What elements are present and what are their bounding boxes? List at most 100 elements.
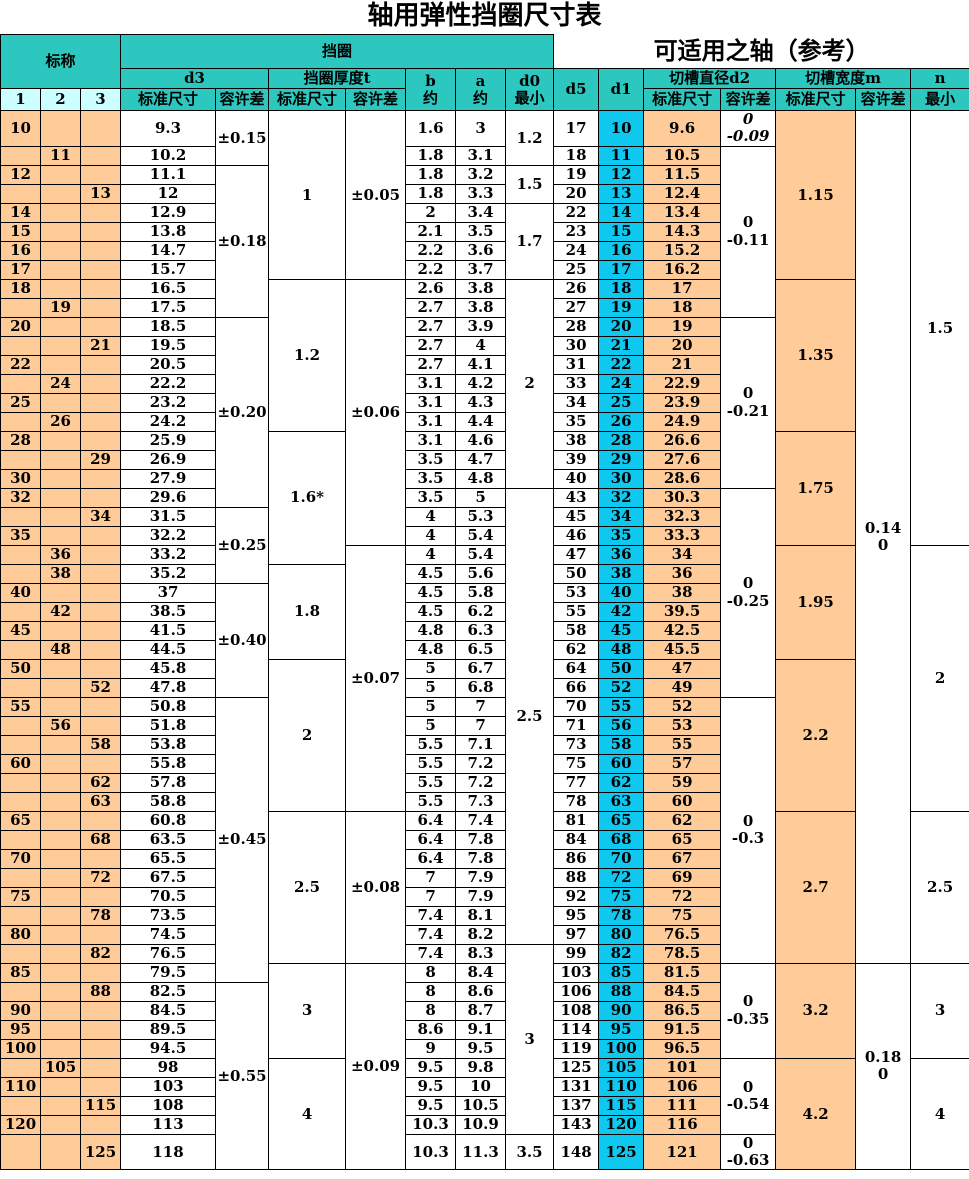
cell-d2: 39.5 bbox=[643, 601, 722, 622]
table-row: 120 113 10.3 10.9 143 120 116 bbox=[0, 1114, 969, 1135]
nominal-cell-3 bbox=[79, 886, 122, 907]
cell-m: 1.75 bbox=[775, 430, 857, 546]
table-header: 标称 挡圈 可适用之轴（参考） d3 挡圈厚度t b 约 a 约 d0 最小 d… bbox=[0, 34, 969, 111]
cell-d5: 17 bbox=[553, 110, 600, 147]
cell-a: 10.5 bbox=[455, 1095, 507, 1116]
cell-d2: 65 bbox=[643, 829, 722, 850]
nominal-cell-3 bbox=[79, 1057, 122, 1078]
nominal-cell-2 bbox=[40, 335, 81, 356]
cell-b: 3.1 bbox=[405, 411, 457, 432]
cell-d3: 65.5 bbox=[120, 848, 217, 869]
nominal-cell-3: 88 bbox=[79, 981, 122, 1002]
cell-d5: 31 bbox=[553, 354, 600, 375]
cell-d2: 16.2 bbox=[643, 259, 722, 280]
cell-d2tol: 0 -0.35 bbox=[720, 962, 777, 1059]
cell-d1: 19 bbox=[598, 297, 645, 318]
cell-d5: 131 bbox=[553, 1076, 600, 1097]
cell-d1: 55 bbox=[598, 696, 645, 717]
header-m-std: 标准尺寸 bbox=[775, 88, 857, 111]
cell-d2tol: 0 -0.11 bbox=[720, 145, 777, 318]
cell-d3: 82.5 bbox=[120, 981, 217, 1002]
cell-d1: 24 bbox=[598, 373, 645, 394]
nominal-cell-1: 12 bbox=[0, 164, 41, 185]
table-row: 88 82.5 ±0.55 8 8.6 106 88 84.5 bbox=[0, 981, 969, 1170]
cell-b: 2.6 bbox=[405, 278, 457, 299]
cell-d2: 33.3 bbox=[643, 525, 722, 546]
nominal-cell-3: 63 bbox=[79, 791, 122, 812]
table-row: 35 32.2 4 5.4 46 35 33.3 bbox=[0, 525, 969, 546]
header-t-tol: 容许差 bbox=[345, 88, 407, 111]
cell-d5: 24 bbox=[553, 240, 600, 261]
cell-d3: 33.2 bbox=[120, 544, 217, 565]
nominal-cell-2 bbox=[40, 449, 81, 470]
nominal-cell-1: 15 bbox=[0, 221, 41, 242]
cell-d1: 82 bbox=[598, 943, 645, 964]
table-row: 63 58.8 5.5 7.3 78 63 60 bbox=[0, 791, 969, 812]
cell-m: 2.2 bbox=[775, 658, 857, 812]
cell-d3: 73.5 bbox=[120, 905, 217, 926]
nominal-cell-1 bbox=[0, 1133, 41, 1170]
cell-t: 3 bbox=[268, 962, 347, 1059]
cell-d3tol: ±0.55 bbox=[215, 981, 270, 1170]
cell-b: 8 bbox=[405, 962, 457, 983]
cell-mtol: 0.14 0 bbox=[855, 110, 912, 964]
cell-d5: 55 bbox=[553, 601, 600, 622]
cell-d1: 18 bbox=[598, 278, 645, 299]
nominal-cell-3 bbox=[79, 392, 122, 413]
cell-a: 7.8 bbox=[455, 848, 507, 869]
cell-d3: 10.2 bbox=[120, 145, 217, 166]
nominal-cell-1 bbox=[0, 297, 41, 318]
nominal-cell-2: 42 bbox=[40, 601, 81, 622]
cell-d1: 34 bbox=[598, 506, 645, 527]
cell-d3: 103 bbox=[120, 1076, 217, 1097]
cell-b: 4 bbox=[405, 525, 457, 546]
cell-a: 5 bbox=[455, 487, 507, 508]
nominal-cell-2 bbox=[40, 468, 81, 489]
cell-b: 5.5 bbox=[405, 791, 457, 812]
table-row: 25 23.2 3.1 4.3 34 25 23.9 bbox=[0, 392, 969, 413]
cell-a: 8.6 bbox=[455, 981, 507, 1002]
nominal-cell-2 bbox=[40, 487, 81, 508]
cell-d3: 74.5 bbox=[120, 924, 217, 945]
nominal-cell-1: 35 bbox=[0, 525, 41, 546]
cell-b: 8 bbox=[405, 981, 457, 1002]
cell-d1: 100 bbox=[598, 1038, 645, 1059]
table-row: 34 31.5 ±0.25 4 5.3 45 34 32.3 bbox=[0, 506, 969, 584]
table-row: 48 44.5 4.8 6.5 62 48 45.5 bbox=[0, 639, 969, 660]
cell-d2tol: 0 -0.09 bbox=[720, 110, 777, 147]
cell-a: 5.6 bbox=[455, 563, 507, 584]
cell-b: 2.7 bbox=[405, 335, 457, 356]
cell-a: 8.2 bbox=[455, 924, 507, 945]
cell-d2tol: 0 -0.63 bbox=[720, 1133, 777, 1170]
cell-d3: 37 bbox=[120, 582, 217, 603]
nominal-cell-1: 80 bbox=[0, 924, 41, 945]
cell-d1: 95 bbox=[598, 1019, 645, 1040]
cell-d5: 86 bbox=[553, 848, 600, 869]
dimension-table: 标称 挡圈 可适用之轴（参考） d3 挡圈厚度t b 约 a 约 d0 最小 d… bbox=[0, 34, 969, 1170]
table-row: 40 37 ±0.40 4.5 5.8 53 40 38 bbox=[0, 582, 969, 698]
cell-a: 7.2 bbox=[455, 753, 507, 774]
nominal-cell-3 bbox=[79, 259, 122, 280]
cell-d5: 33 bbox=[553, 373, 600, 394]
cell-d5: 19 bbox=[553, 164, 600, 185]
cell-m: 2.7 bbox=[775, 810, 857, 964]
nominal-cell-1: 75 bbox=[0, 886, 41, 907]
nominal-cell-3 bbox=[79, 696, 122, 717]
nominal-cell-3: 34 bbox=[79, 506, 122, 527]
cell-d1: 78 bbox=[598, 905, 645, 926]
cell-d1: 13 bbox=[598, 183, 645, 204]
cell-d2: 67 bbox=[643, 848, 722, 869]
nominal-cell-1 bbox=[0, 867, 41, 888]
cell-d2: 12.4 bbox=[643, 183, 722, 204]
cell-d1: 42 bbox=[598, 601, 645, 622]
nominal-cell-1 bbox=[0, 183, 41, 204]
cell-b: 10.3 bbox=[405, 1133, 457, 1170]
nominal-cell-1: 10 bbox=[0, 110, 41, 147]
nominal-cell-1: 70 bbox=[0, 848, 41, 869]
cell-b: 5 bbox=[405, 715, 457, 736]
nominal-cell-2 bbox=[40, 278, 81, 299]
table-row: 50 45.8 2 5 6.7 64 50 47 2.2 bbox=[0, 658, 969, 812]
nominal-cell-3 bbox=[79, 411, 122, 432]
cell-b: 5 bbox=[405, 696, 457, 717]
nominal-cell-2 bbox=[40, 734, 81, 755]
